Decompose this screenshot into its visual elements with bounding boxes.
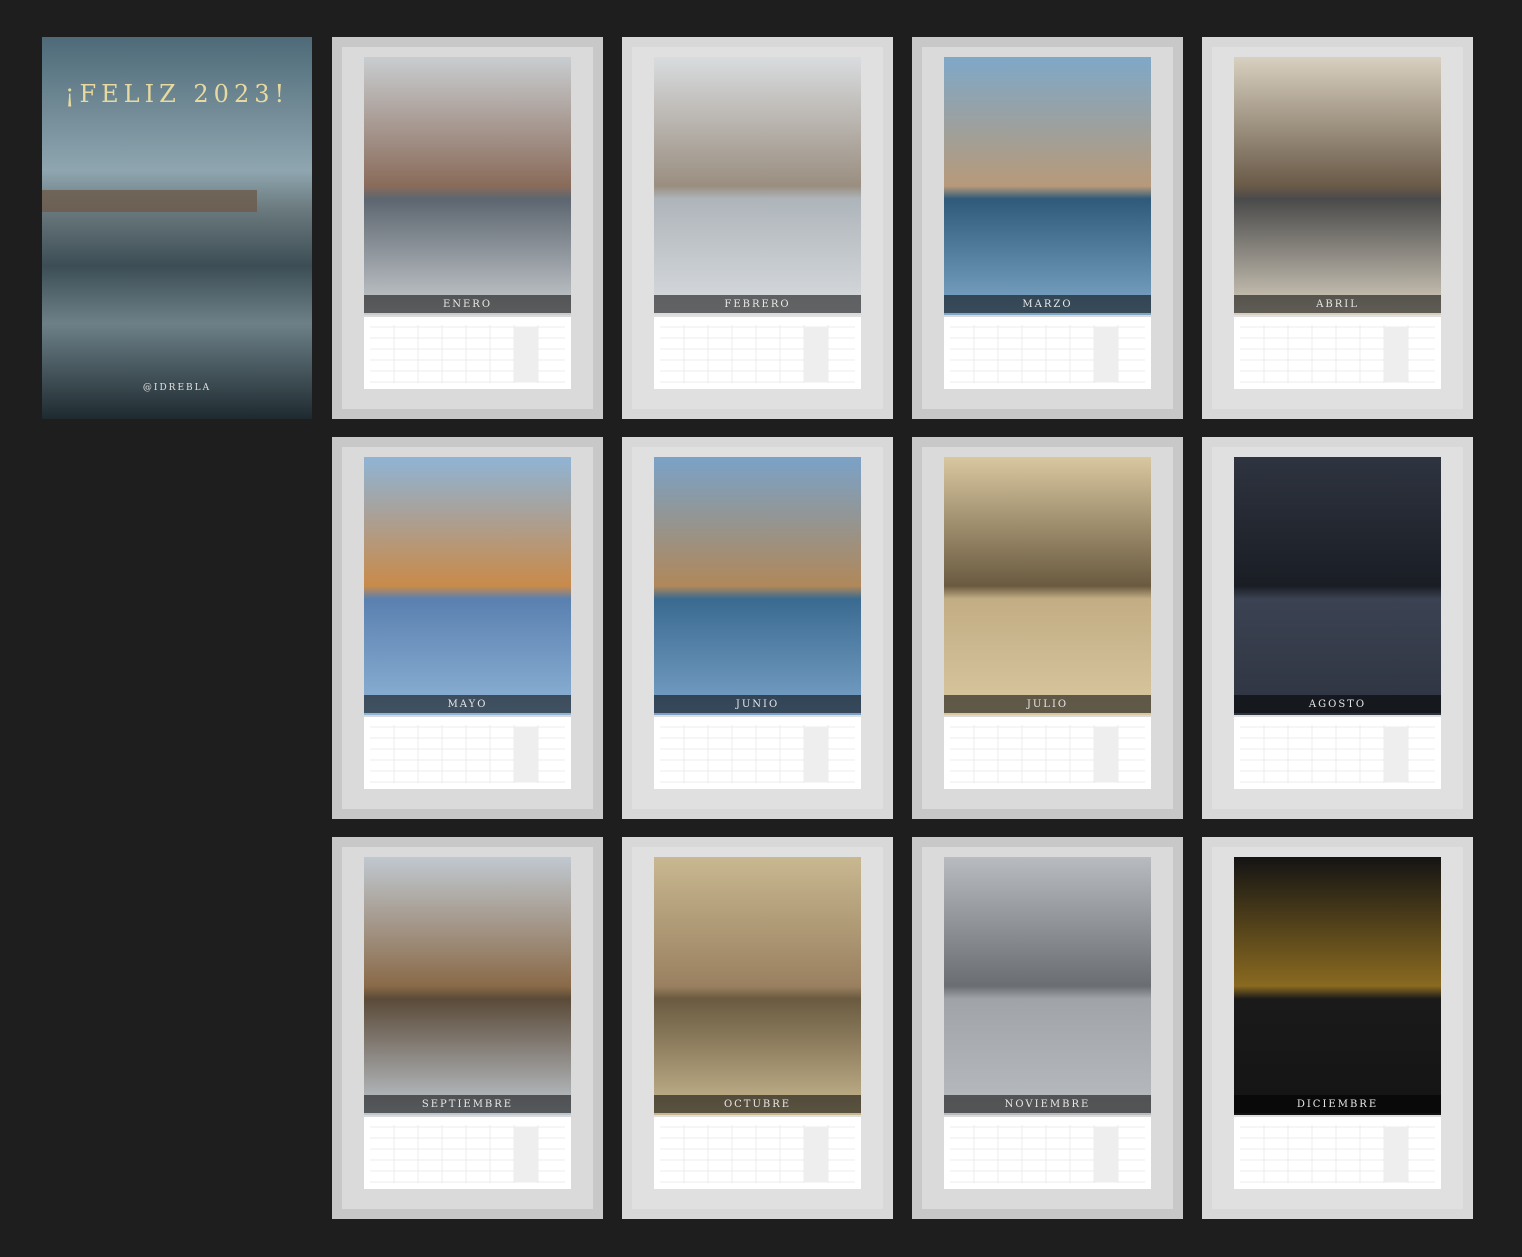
month-page: MAYO bbox=[332, 437, 603, 819]
month-label: DICIEMBRE bbox=[1297, 1099, 1378, 1110]
calendar bbox=[654, 317, 861, 389]
photo bbox=[364, 57, 571, 315]
month-label: JULIO bbox=[1026, 699, 1068, 710]
calendar bbox=[1234, 717, 1441, 789]
month-label: ABRIL bbox=[1315, 299, 1359, 310]
sunday-column bbox=[514, 727, 538, 782]
month-label: ENERO bbox=[443, 299, 492, 310]
sunday-column bbox=[514, 1127, 538, 1182]
month-page: ENERO bbox=[332, 37, 603, 419]
photo bbox=[944, 857, 1151, 1115]
sunday-column bbox=[804, 1127, 828, 1182]
month-label: MAYO bbox=[448, 699, 488, 710]
month-page: AGOSTO bbox=[1202, 437, 1473, 819]
month-page: ABRIL bbox=[1202, 37, 1473, 419]
sunday-column bbox=[1094, 727, 1118, 782]
label-band bbox=[364, 1095, 571, 1113]
cover-title: ¡FELIZ 2023! bbox=[65, 80, 289, 108]
sunday-column bbox=[804, 727, 828, 782]
label-band bbox=[944, 295, 1151, 313]
sunday-column bbox=[804, 327, 828, 382]
calendar bbox=[364, 717, 571, 789]
photo bbox=[944, 457, 1151, 715]
month-page: JULIO bbox=[912, 437, 1183, 819]
photo bbox=[944, 57, 1151, 315]
month-label: AGOSTO bbox=[1308, 699, 1366, 710]
label-band bbox=[1234, 295, 1441, 313]
photo bbox=[1234, 457, 1441, 715]
calendar bbox=[364, 317, 571, 389]
photo bbox=[654, 57, 861, 315]
sunday-column bbox=[1384, 327, 1408, 382]
month-page: NOVIEMBRE bbox=[912, 837, 1183, 1219]
month-page: FEBRERO bbox=[622, 37, 893, 419]
label-band bbox=[364, 295, 571, 313]
month-page: JUNIO bbox=[622, 437, 893, 819]
label-band bbox=[1234, 1095, 1441, 1113]
sunday-column bbox=[514, 327, 538, 382]
label-band bbox=[654, 295, 861, 313]
calendar bbox=[1234, 317, 1441, 389]
label-band bbox=[364, 695, 571, 713]
month-page: SEPTIEMBRE bbox=[332, 837, 603, 1219]
cover-town bbox=[42, 190, 257, 212]
photo bbox=[1234, 57, 1441, 315]
month-label: OCTUBRE bbox=[724, 1099, 791, 1110]
month-page: MARZO bbox=[912, 37, 1183, 419]
label-band bbox=[944, 695, 1151, 713]
sunday-column bbox=[1384, 727, 1408, 782]
month-label: MARZO bbox=[1022, 299, 1072, 310]
sunday-column bbox=[1094, 327, 1118, 382]
label-band bbox=[944, 1095, 1151, 1113]
photo bbox=[1234, 857, 1441, 1115]
calendar bbox=[944, 717, 1151, 789]
cover-photo bbox=[42, 37, 312, 419]
month-page: OCTUBRE bbox=[622, 837, 893, 1219]
month-label: SEPTIEMBRE bbox=[422, 1099, 513, 1110]
photo bbox=[654, 457, 861, 715]
month-pages: ENERO FEBRERO MARZO ABRIL MAYO JUNIO JULIO AGOS… bbox=[332, 37, 1473, 1219]
calendar bbox=[654, 717, 861, 789]
photo bbox=[364, 457, 571, 715]
calendar bbox=[1234, 1117, 1441, 1189]
cover-handle: @IDREBLA bbox=[143, 383, 211, 393]
label-band bbox=[1234, 695, 1441, 713]
month-page: DICIEMBRE bbox=[1202, 837, 1473, 1219]
sunday-column bbox=[1094, 1127, 1118, 1182]
month-label: FEBRERO bbox=[724, 299, 790, 310]
calendar bbox=[944, 317, 1151, 389]
label-band bbox=[654, 695, 861, 713]
calendar bbox=[944, 1117, 1151, 1189]
calendar bbox=[364, 1117, 571, 1189]
month-label: NOVIEMBRE bbox=[1005, 1099, 1091, 1110]
photo bbox=[364, 857, 571, 1115]
calendar bbox=[654, 1117, 861, 1189]
cover: ¡FELIZ 2023! @IDREBLA bbox=[42, 37, 312, 419]
month-label: JUNIO bbox=[735, 699, 779, 710]
photo bbox=[654, 857, 861, 1115]
sunday-column bbox=[1384, 1127, 1408, 1182]
label-band bbox=[654, 1095, 861, 1113]
